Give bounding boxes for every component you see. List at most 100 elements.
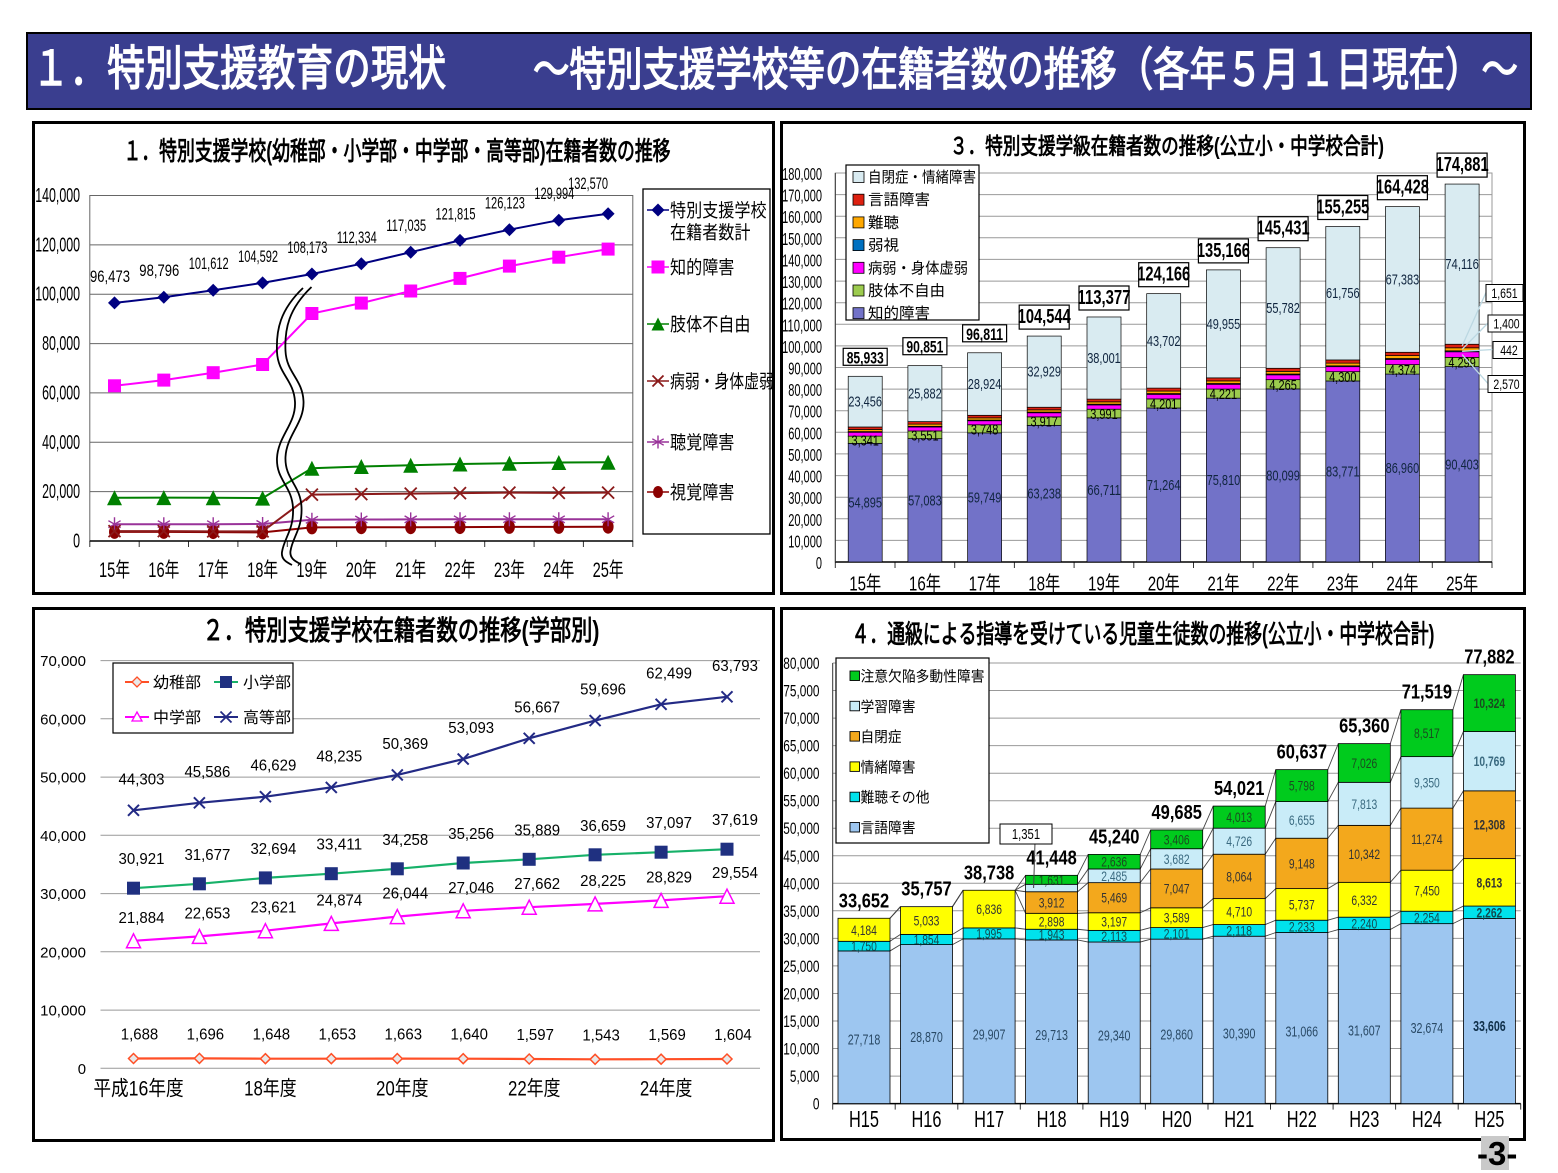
svg-text:病弱・身体虚弱: 病弱・身体虚弱 — [868, 259, 968, 277]
svg-text:129,994: 129,994 — [534, 185, 574, 203]
svg-text:41,448: 41,448 — [1026, 847, 1076, 869]
svg-text:2,485: 2,485 — [1101, 868, 1127, 884]
svg-text:70,000: 70,000 — [783, 709, 819, 728]
svg-text:0: 0 — [816, 553, 822, 573]
svg-text:60,000: 60,000 — [40, 711, 86, 728]
svg-text:60,000: 60,000 — [42, 382, 80, 404]
svg-text:34,258: 34,258 — [382, 832, 428, 849]
svg-text:100,000: 100,000 — [783, 337, 822, 357]
svg-text:27,046: 27,046 — [448, 880, 494, 897]
svg-text:21,884: 21,884 — [119, 910, 165, 927]
svg-text:80,000: 80,000 — [788, 380, 822, 400]
svg-text:5,798: 5,798 — [1289, 778, 1315, 794]
svg-text:33,411: 33,411 — [316, 837, 362, 854]
svg-text:32,929: 32,929 — [1027, 364, 1061, 381]
svg-text:31,607: 31,607 — [1348, 1024, 1381, 1040]
svg-text:86,960: 86,960 — [1386, 460, 1420, 477]
svg-text:幼稚部: 幼稚部 — [153, 674, 201, 692]
svg-text:145,431: 145,431 — [1257, 218, 1310, 240]
svg-text:38,001: 38,001 — [1087, 350, 1121, 367]
svg-text:1,651: 1,651 — [1491, 285, 1517, 301]
svg-text:1,543: 1,543 — [582, 1027, 620, 1044]
svg-text:54,021: 54,021 — [1214, 778, 1264, 800]
svg-text:53,093: 53,093 — [448, 720, 494, 737]
svg-text:16年: 16年 — [909, 573, 941, 593]
svg-text:1,943: 1,943 — [1039, 927, 1065, 943]
svg-text:3,406: 3,406 — [1164, 831, 1190, 847]
svg-text:40,000: 40,000 — [788, 467, 822, 487]
svg-text:70,000: 70,000 — [788, 402, 822, 422]
svg-text:24年: 24年 — [1386, 573, 1418, 593]
svg-text:21年: 21年 — [1207, 573, 1239, 593]
svg-text:90,403: 90,403 — [1445, 456, 1479, 473]
svg-text:1,688: 1,688 — [121, 1027, 159, 1044]
svg-text:12,308: 12,308 — [1474, 817, 1506, 833]
svg-text:132,570: 132,570 — [568, 175, 608, 193]
svg-text:101,612: 101,612 — [189, 255, 229, 273]
svg-text:60,000: 60,000 — [788, 423, 822, 443]
svg-text:35,889: 35,889 — [514, 822, 560, 839]
svg-text:１．特別支援教育の現状: １．特別支援教育の現状 — [32, 43, 447, 96]
svg-text:30,000: 30,000 — [40, 886, 86, 903]
svg-text:90,851: 90,851 — [906, 339, 943, 357]
svg-text:59,696: 59,696 — [580, 682, 626, 699]
svg-text:140,000: 140,000 — [783, 250, 822, 270]
svg-text:1,854: 1,854 — [914, 932, 940, 948]
svg-text:1,750: 1,750 — [851, 938, 877, 954]
svg-text:H19: H19 — [1099, 1106, 1129, 1132]
svg-text:8,064: 8,064 — [1226, 868, 1252, 884]
svg-text:112,334: 112,334 — [337, 229, 377, 247]
svg-text:96,473: 96,473 — [90, 268, 130, 286]
svg-text:140,000: 140,000 — [35, 185, 80, 207]
svg-text:19年: 19年 — [1088, 573, 1120, 593]
svg-text:15,000: 15,000 — [783, 1012, 819, 1031]
svg-text:1,640: 1,640 — [450, 1027, 488, 1044]
svg-text:120,000: 120,000 — [35, 234, 80, 256]
svg-text:28,225: 28,225 — [580, 873, 626, 890]
svg-text:3,551: 3,551 — [911, 427, 938, 444]
svg-text:61,756: 61,756 — [1326, 285, 1360, 302]
svg-text:170,000: 170,000 — [783, 186, 822, 206]
svg-text:肢体不自由: 肢体不自由 — [670, 315, 751, 336]
svg-text:30,921: 30,921 — [119, 851, 165, 868]
svg-text:H21: H21 — [1224, 1106, 1254, 1132]
svg-text:174,881: 174,881 — [1436, 154, 1489, 176]
svg-text:74,116: 74,116 — [1445, 256, 1479, 273]
svg-text:1,648: 1,648 — [253, 1027, 291, 1044]
svg-text:17年: 17年 — [969, 573, 1001, 593]
svg-text:20,000: 20,000 — [42, 481, 80, 503]
svg-text:肢体不自由: 肢体不自由 — [868, 282, 945, 300]
svg-text:1,696: 1,696 — [187, 1026, 225, 1043]
svg-text:59,749: 59,749 — [968, 489, 1002, 506]
svg-text:126,123: 126,123 — [485, 195, 525, 213]
svg-text:1,631: 1,631 — [1039, 872, 1065, 888]
svg-text:45,240: 45,240 — [1089, 826, 1139, 848]
svg-text:2,254: 2,254 — [1414, 909, 1440, 925]
svg-text:7,026: 7,026 — [1351, 755, 1377, 771]
svg-text:46,629: 46,629 — [250, 758, 296, 775]
svg-text:4,726: 4,726 — [1226, 833, 1252, 849]
svg-text:31,677: 31,677 — [184, 847, 230, 864]
svg-text:62,499: 62,499 — [646, 665, 692, 682]
svg-text:0: 0 — [78, 1061, 86, 1078]
svg-text:言語障害: 言語障害 — [861, 820, 916, 837]
svg-text:108,173: 108,173 — [287, 239, 327, 257]
svg-text:60,000: 60,000 — [783, 764, 819, 783]
svg-text:15年: 15年 — [849, 573, 881, 593]
svg-text:110,000: 110,000 — [783, 315, 822, 335]
svg-text:注意欠陥多動性障害: 注意欠陥多動性障害 — [861, 669, 985, 686]
svg-text:2,898: 2,898 — [1039, 913, 1065, 929]
svg-text:44,303: 44,303 — [119, 771, 165, 788]
svg-text:25,000: 25,000 — [783, 957, 819, 976]
svg-text:10,000: 10,000 — [40, 1003, 86, 1020]
svg-text:H20: H20 — [1162, 1106, 1192, 1132]
svg-text:1,604: 1,604 — [714, 1027, 752, 1044]
svg-text:28,924: 28,924 — [968, 376, 1002, 393]
svg-text:120,000: 120,000 — [783, 294, 822, 314]
svg-text:22年: 22年 — [1267, 573, 1299, 593]
svg-text:75,000: 75,000 — [783, 682, 819, 701]
svg-text:0: 0 — [813, 1095, 820, 1114]
svg-text:35,000: 35,000 — [783, 902, 819, 921]
svg-text:10,342: 10,342 — [1349, 846, 1381, 862]
svg-text:20年: 20年 — [1148, 573, 1180, 593]
